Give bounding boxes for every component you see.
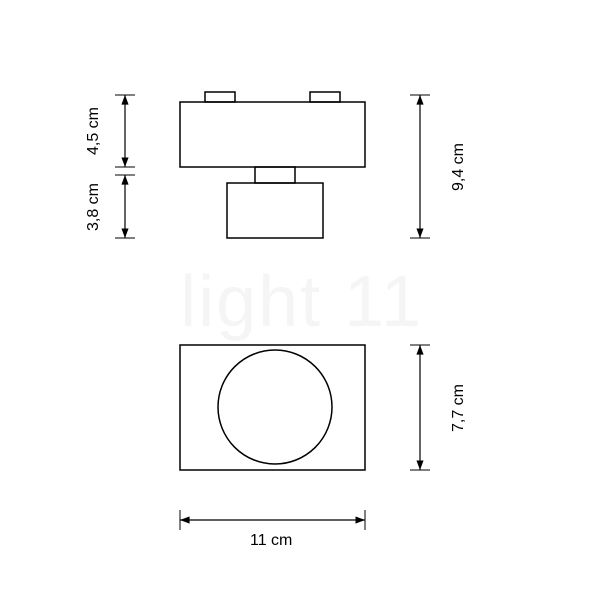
diagram-svg <box>0 0 603 603</box>
bottom-view-rect <box>180 345 365 470</box>
technical-diagram: light 11 <box>0 0 603 603</box>
label-width: 11 cm <box>250 532 292 550</box>
bottom-view-circle <box>218 350 332 464</box>
label-total-height: 9,4 cm <box>450 143 468 191</box>
side-view-tab-left <box>205 92 235 102</box>
label-bottom-height: 7,7 cm <box>450 384 468 432</box>
side-view-tab-right <box>310 92 340 102</box>
label-lower-height: 3,8 cm <box>85 183 103 231</box>
label-upper-height: 4,5 cm <box>85 107 103 155</box>
side-view-connector <box>255 167 295 183</box>
side-view-upper <box>180 102 365 167</box>
side-view-lower <box>227 183 323 238</box>
